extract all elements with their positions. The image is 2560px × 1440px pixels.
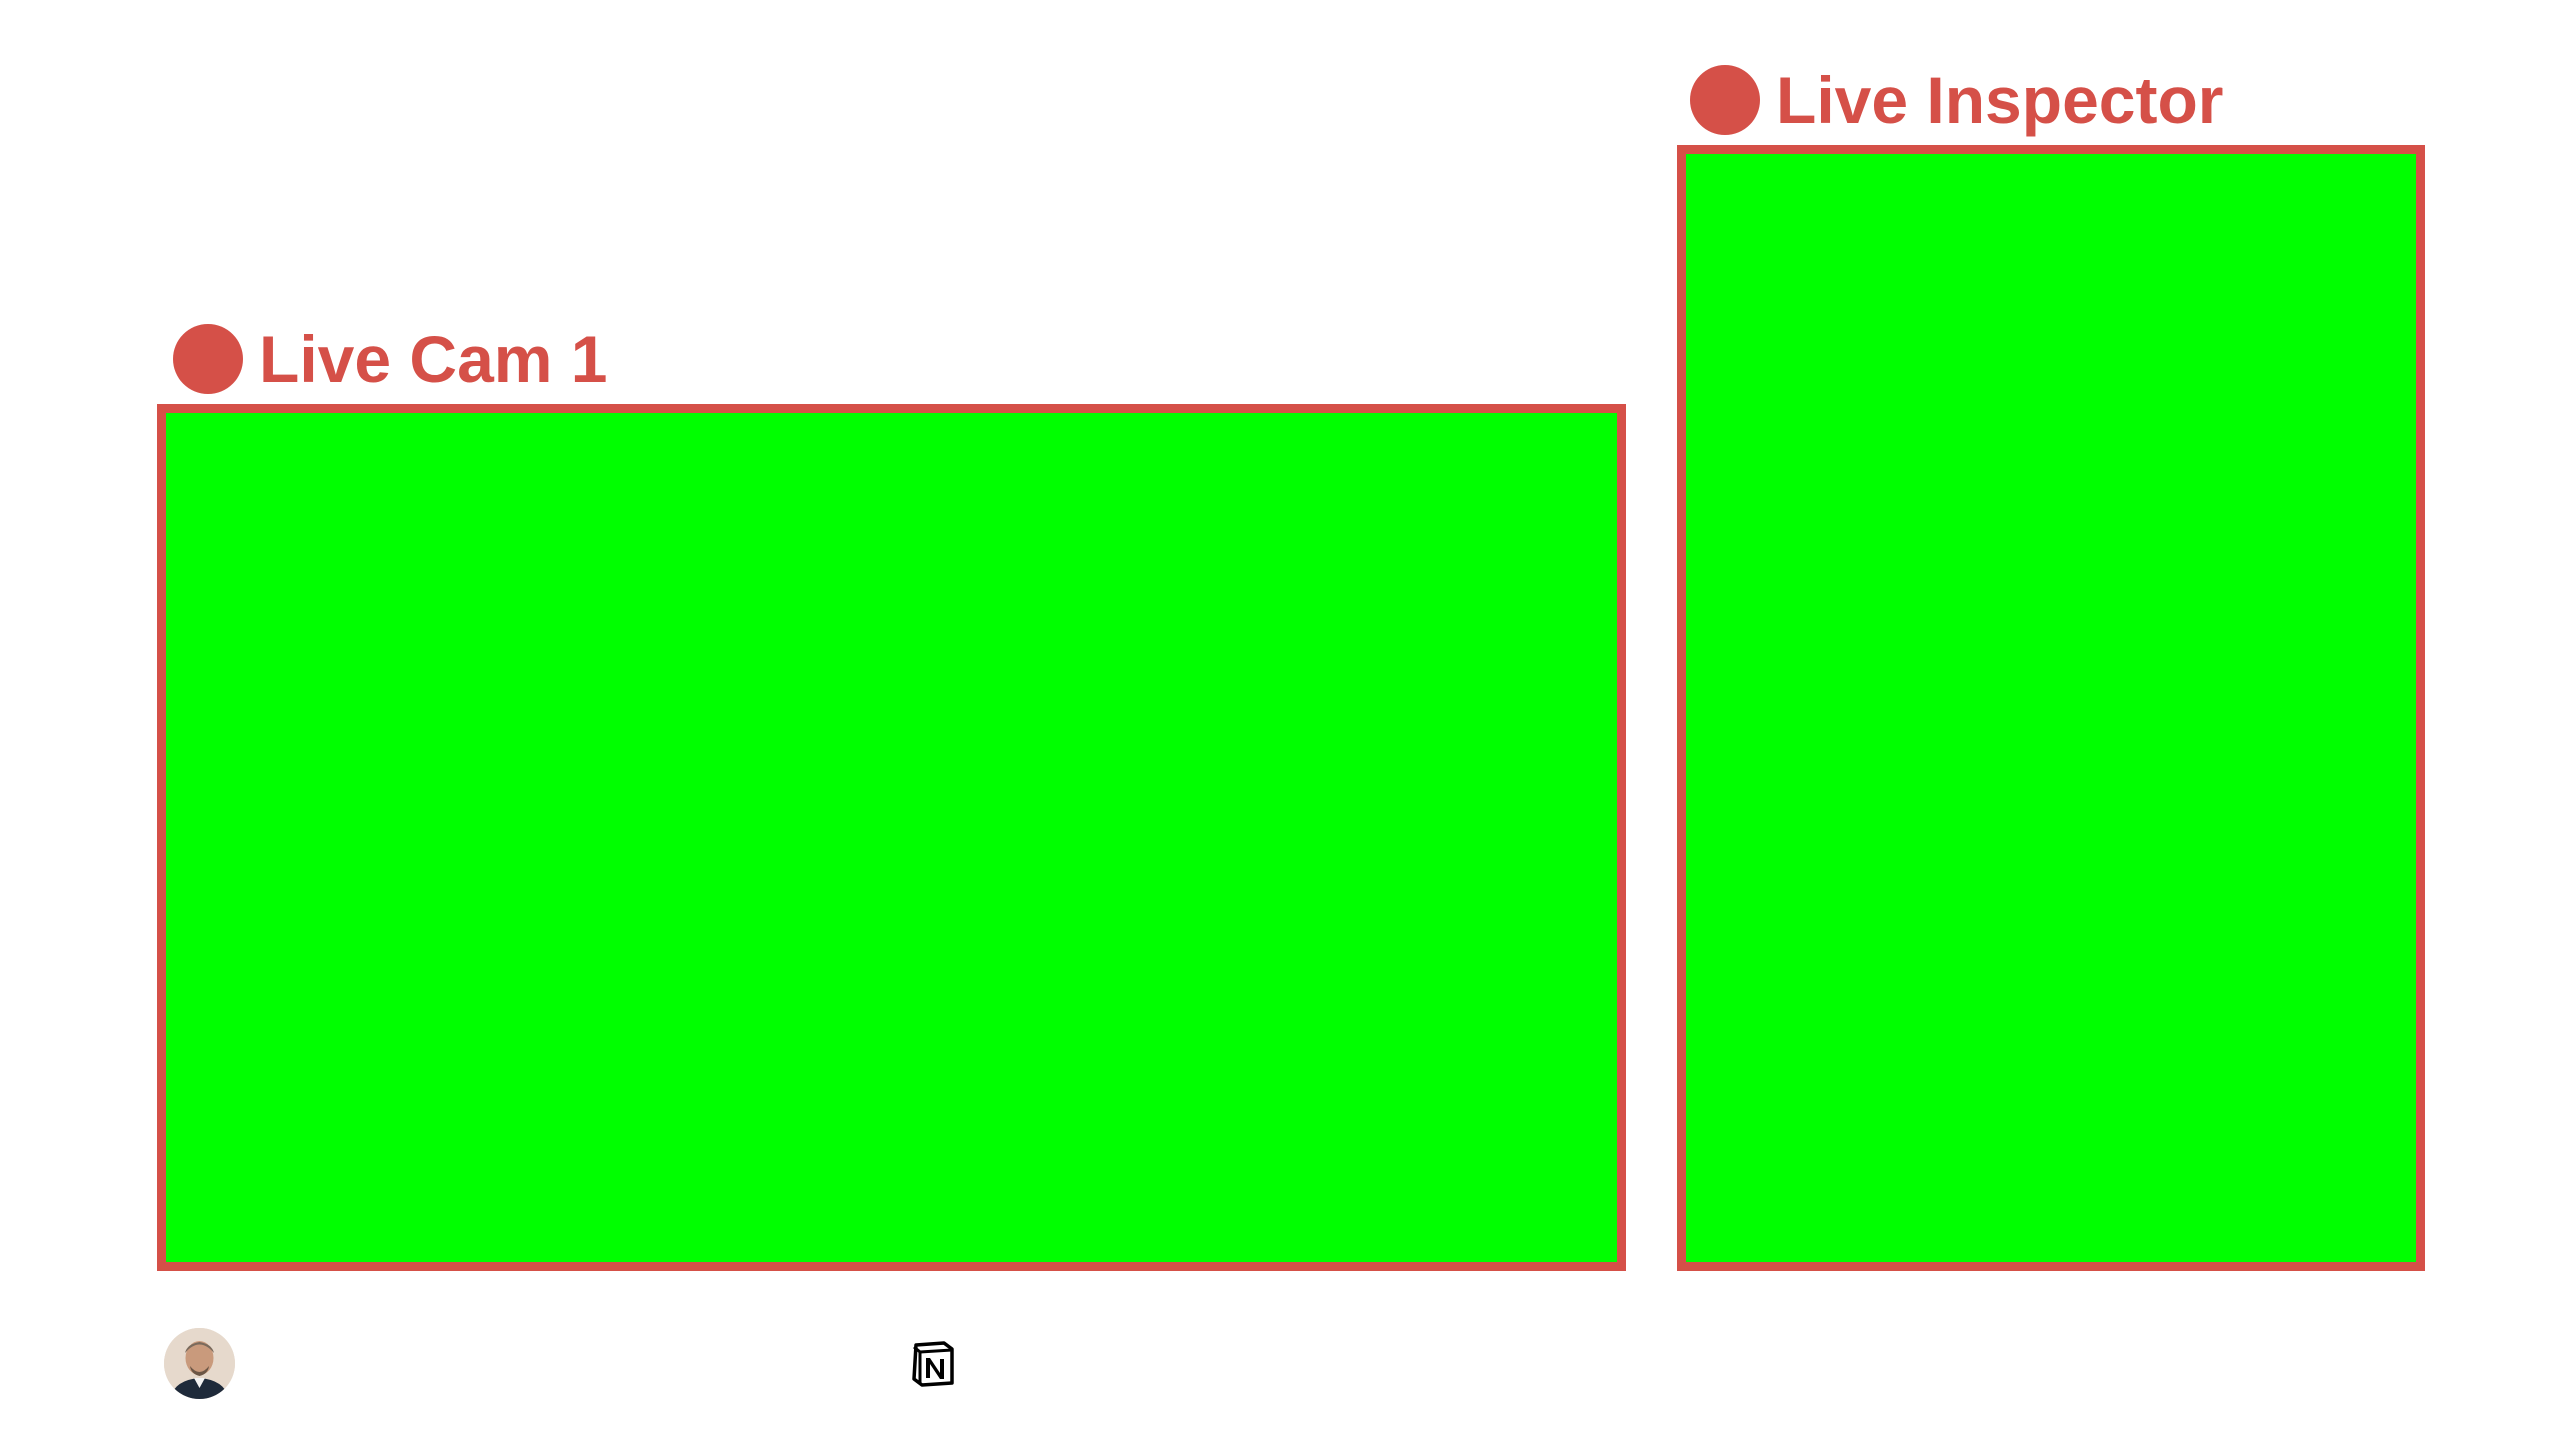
live-dot-icon [1690, 65, 1760, 135]
notion-logo-icon [908, 1339, 958, 1389]
live-cam-1-label: Live Cam 1 [173, 321, 608, 397]
live-cam-1-feed [157, 404, 1626, 1271]
live-cam-1-title: Live Cam 1 [259, 322, 608, 396]
live-inspector-feed [1677, 145, 2425, 1271]
avatar [164, 1328, 235, 1399]
user-avatar-icon [164, 1328, 235, 1399]
live-inspector-label: Live Inspector [1690, 62, 2223, 138]
live-dot-icon [173, 324, 243, 394]
live-inspector-title: Live Inspector [1776, 63, 2224, 137]
